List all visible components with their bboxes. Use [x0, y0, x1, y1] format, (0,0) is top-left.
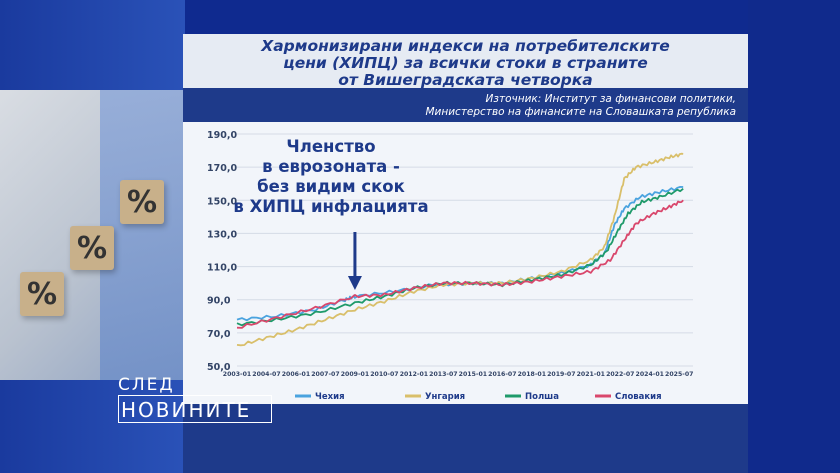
x-tick-label: 2004-07 — [252, 371, 280, 378]
y-tick-label: 190,0 — [207, 130, 237, 141]
show-logo: СЛЕД НОВИНИТЕ — [118, 375, 274, 427]
x-tick-label: 2013-07 — [429, 371, 457, 378]
y-tick-label: 90,0 — [207, 296, 231, 307]
x-tick-label: 2015-01 — [459, 371, 487, 378]
annotation-text: без видим скок — [257, 177, 405, 196]
background-photo-strip — [100, 90, 185, 380]
source-bar: Източник: Институт за финансови политики… — [183, 88, 748, 122]
x-tick-label: 2009-01 — [341, 371, 369, 378]
series-line-4 — [236, 199, 684, 329]
logo-top-text: СЛЕД — [118, 375, 175, 395]
x-tick-label: 2012-01 — [400, 371, 428, 378]
chart-title: Хармонизирани индекси на потребителските… — [183, 34, 748, 89]
series-line-3 — [236, 188, 684, 327]
legend-label: Словакия — [615, 392, 662, 402]
x-tick-label: 2010-07 — [370, 371, 398, 378]
x-tick-label: 2021-01 — [577, 371, 605, 378]
annotation-text: в еврозоната - — [262, 157, 400, 176]
chart-area: 190,0 170,0 150,0 130,0 110,0 90,0 70,0 50,0 200… — [183, 122, 748, 438]
x-tick-label: 2022-07 — [606, 371, 634, 378]
x-tick-label: 2018-01 — [518, 371, 546, 378]
y-tick-label: 170,0 — [207, 163, 237, 174]
percent-cube-icon: % — [120, 180, 164, 224]
x-tick-label: 2016-07 — [488, 371, 516, 378]
logo-bottom-text: НОВИНИТЕ — [118, 395, 272, 423]
y-tick-label: 70,0 — [207, 329, 231, 340]
chart-title-line: Хармонизирани индекси на потребителските — [261, 37, 670, 55]
percent-cube-icon: % — [70, 226, 114, 270]
y-tick-label: 110,0 — [207, 263, 237, 274]
source-line: Министерство на финансите на Словашката … — [425, 106, 736, 118]
x-tick-label: 2007-07 — [311, 371, 339, 378]
chart-title-line: от Вишеградската четворка — [338, 71, 593, 89]
bottom-bar — [183, 404, 748, 473]
x-tick-label: 2003-01 — [223, 371, 251, 378]
background-right — [748, 0, 840, 473]
y-tick-label: 150,0 — [207, 196, 237, 207]
x-tick-label: 2024-01 — [636, 371, 664, 378]
annotation-arrow-head — [347, 276, 362, 290]
x-tick-label: 2019-07 — [547, 371, 575, 378]
percent-cube-icon: % — [20, 272, 64, 316]
x-tick-label: 2025-07 — [665, 371, 693, 378]
y-tick-label: 130,0 — [207, 229, 237, 240]
legend-label: Чехия — [315, 392, 345, 402]
legend-label: Унгария — [425, 392, 465, 402]
annotation-text: в ХИПЦ инфлацията — [233, 197, 428, 216]
chart-panel: Хармонизирани индекси на потребителските… — [183, 34, 748, 473]
annotation-text: Членство — [286, 137, 375, 156]
source-line: Източник: Институт за финансови политики… — [485, 93, 736, 105]
x-tick-label: 2006-01 — [282, 371, 310, 378]
line-chart: 190,0170,0150,0130,0110,090,070,050,0200… — [207, 130, 693, 402]
legend-label: Полша — [525, 392, 559, 402]
chart-title-line: цени (ХИПЦ) за всички стоки в страните — [283, 54, 648, 72]
y-tick-label: 50,0 — [207, 362, 231, 373]
